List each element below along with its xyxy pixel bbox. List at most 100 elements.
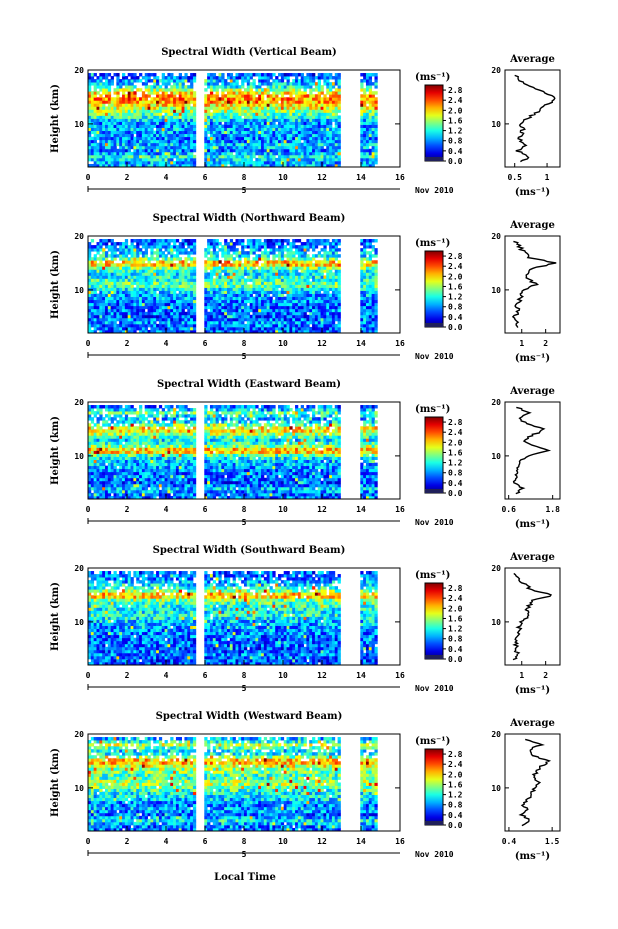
heatmap-cell	[258, 115, 262, 119]
heatmap-cell	[113, 91, 117, 95]
heatmap-cell	[167, 100, 171, 104]
heatmap-cell	[232, 154, 236, 159]
heatmap-cell	[221, 308, 225, 313]
heatmap-cell	[187, 263, 191, 267]
heatmap-cell	[110, 284, 114, 288]
heatmap-cell	[269, 85, 273, 89]
heatmap-cell	[218, 139, 222, 144]
heatmap-cell	[261, 160, 265, 165]
heatmap-cell	[261, 76, 265, 80]
heatmap-cell	[292, 82, 296, 86]
heatmap-cell	[232, 320, 236, 325]
heatmap-cell	[167, 115, 171, 119]
heatmap-cell	[105, 79, 109, 83]
heatmap-cell	[226, 290, 231, 294]
heatmap-cell	[258, 79, 262, 83]
heatmap-cell	[119, 269, 123, 273]
average-y-tick-label: 10	[491, 120, 501, 129]
heatmap-cell	[249, 157, 253, 162]
heatmap-cell	[244, 88, 248, 92]
heatmap-cell	[209, 245, 214, 249]
heatmap-cell	[252, 112, 256, 116]
heatmap-cell	[107, 100, 112, 104]
heatmap-cell	[306, 112, 310, 116]
heatmap-cell	[246, 293, 251, 298]
heatmap-cell	[269, 290, 273, 294]
heatmap-cell	[96, 127, 100, 132]
heatmap-cell	[297, 305, 302, 310]
heatmap-cell	[212, 320, 217, 325]
heatmap-cell	[275, 79, 279, 83]
heatmap-cell	[178, 320, 182, 325]
heatmap-cell	[221, 284, 225, 288]
heatmap-cell	[312, 254, 316, 258]
heatmap-cell	[244, 323, 248, 328]
heatmap-cell	[224, 118, 228, 122]
heatmap-cell	[144, 124, 148, 128]
heatmap-cell	[289, 248, 293, 252]
heatmap-cell	[209, 290, 214, 294]
heatmap-cell	[127, 251, 131, 255]
heatmap-cell	[289, 124, 293, 128]
heatmap-cell	[275, 308, 279, 313]
heatmap-cell	[292, 314, 296, 319]
heatmap-cell	[261, 148, 265, 153]
heatmap-cell	[127, 287, 131, 291]
heatmap-cell	[192, 163, 197, 168]
heatmap-cell	[278, 73, 282, 77]
heatmap-cell	[235, 127, 239, 132]
heatmap-cell	[173, 287, 177, 291]
heatmap-cell	[161, 151, 165, 156]
heatmap-cell	[187, 257, 191, 261]
heatmap-cell	[99, 133, 103, 138]
heatmap-cell	[249, 136, 253, 141]
heatmap-cell	[235, 275, 239, 279]
heatmap-cell	[326, 103, 330, 107]
heatmap-cell	[317, 130, 321, 135]
heatmap-cell	[241, 73, 245, 77]
heatmap-cell	[224, 115, 228, 119]
heatmap-cell	[102, 133, 106, 138]
heatmap-cell	[107, 154, 112, 159]
heatmap-cell	[289, 115, 293, 119]
heatmap-cell	[278, 257, 282, 261]
heatmap-cell	[105, 73, 109, 77]
heatmap-cell	[320, 130, 324, 135]
heatmap-cell	[368, 109, 373, 113]
heatmap-cell	[113, 266, 117, 270]
heatmap-cell	[215, 154, 219, 159]
heatmap-cell	[147, 136, 151, 141]
heatmap-cell	[141, 284, 146, 288]
heatmap-cell	[226, 133, 231, 138]
heatmap-cell	[175, 317, 180, 322]
heatmap-cell	[96, 85, 100, 89]
heatmap-cell	[184, 130, 188, 135]
heatmap-cell	[175, 251, 180, 255]
heatmap-cell	[235, 133, 239, 138]
heatmap-cell	[156, 115, 160, 119]
heatmap-cell	[258, 85, 262, 89]
heatmap-cell	[246, 76, 251, 80]
heatmap-cell	[113, 88, 117, 92]
heatmap-cell	[258, 127, 262, 132]
heatmap-cell	[96, 145, 100, 150]
heatmap-cell	[147, 272, 151, 276]
heatmap-cell	[133, 299, 137, 304]
heatmap-cell	[272, 248, 276, 252]
heatmap-cell	[164, 148, 168, 153]
heatmap-cell	[147, 100, 151, 104]
heatmap-cell	[133, 305, 137, 310]
heatmap-cell	[99, 160, 103, 165]
heatmap-cell	[292, 124, 296, 128]
heatmap-cell	[326, 118, 330, 122]
heatmap-cell	[110, 323, 114, 328]
heatmap-cell	[263, 133, 268, 138]
heatmap-cell	[181, 293, 185, 298]
heatmap-cell	[93, 254, 97, 258]
heatmap-cell	[147, 263, 151, 267]
heatmap-cell	[292, 293, 296, 298]
heatmap-cell	[314, 139, 319, 144]
heatmap-cell	[107, 314, 112, 319]
heatmap-cell	[246, 287, 251, 291]
heatmap-cell	[246, 329, 251, 334]
